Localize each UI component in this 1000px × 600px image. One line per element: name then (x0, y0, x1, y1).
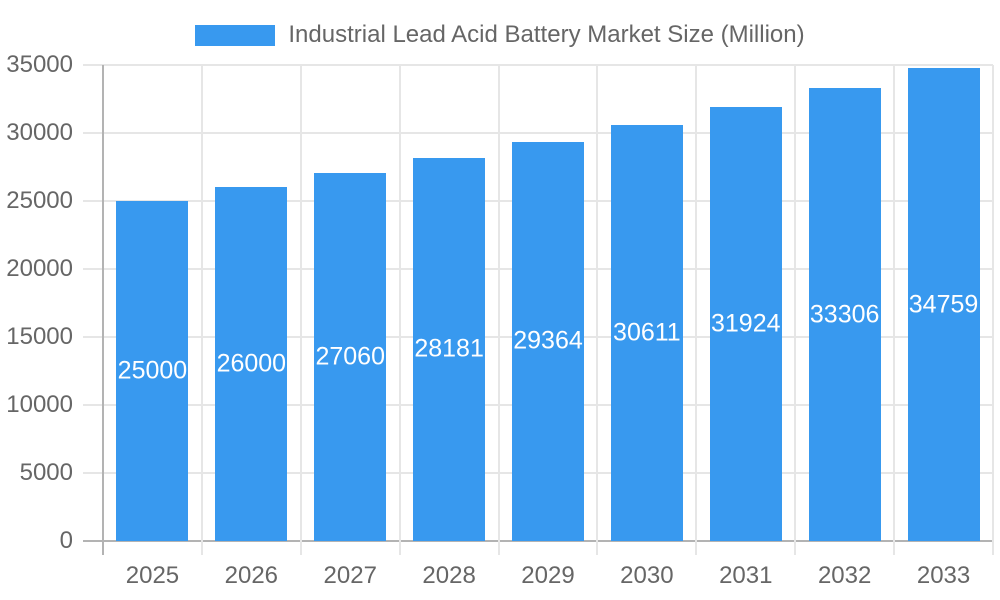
x-tick-label: 2026 (224, 562, 279, 589)
bar (709, 106, 782, 541)
x-tick-label: 2025 (125, 562, 180, 589)
bar (116, 201, 189, 541)
legend-swatch (195, 24, 276, 46)
gridline-vertical (596, 65, 599, 555)
bar-value-label: 29364 (513, 326, 583, 355)
gridline-vertical (695, 65, 698, 555)
bar (512, 141, 584, 541)
x-tick-label: 2027 (323, 562, 377, 589)
bar-value-label: 31924 (711, 309, 781, 338)
gridline-vertical (794, 65, 797, 555)
y-tick-label: 5000 (19, 459, 73, 486)
bar (610, 124, 683, 541)
gridline-horizontal (83, 132, 993, 134)
x-tick-label: 2033 (916, 562, 971, 589)
y-tick-label: 20000 (6, 255, 73, 282)
y-tick-label: 30000 (6, 119, 73, 146)
y-tick-label: 35000 (6, 51, 73, 78)
x-tick-label: 2032 (817, 562, 872, 589)
legend-label: Industrial Lead Acid Battery Market Size… (288, 21, 805, 48)
bar (215, 187, 288, 541)
legend: Industrial Lead Acid Battery Market Size… (0, 21, 1000, 49)
bar-value-label: 30611 (613, 318, 681, 347)
x-tick-label: 2031 (719, 562, 773, 589)
gridline-vertical (893, 65, 896, 555)
gridline-horizontal (83, 64, 993, 66)
bar-value-label: 28181 (414, 334, 484, 363)
y-axis-line (102, 65, 104, 555)
y-tick-label: 10000 (6, 391, 73, 418)
bar-value-label: 27060 (315, 342, 385, 371)
bar (314, 172, 387, 541)
x-tick-label: 2030 (620, 562, 674, 589)
bar-value-label: 25000 (117, 356, 188, 385)
bar (808, 88, 881, 541)
gridline-vertical (398, 65, 401, 555)
y-tick-label: 25000 (6, 187, 73, 214)
x-tick-label: 2029 (521, 562, 575, 589)
gridline-vertical (992, 65, 994, 555)
x-axis-line (83, 540, 993, 542)
bar (413, 157, 486, 541)
gridline-vertical (497, 65, 500, 555)
bar (907, 68, 980, 541)
gridline-vertical (200, 65, 203, 555)
bar-value-label: 26000 (216, 349, 287, 378)
gridline-vertical (299, 65, 302, 555)
bar-value-label: 34759 (908, 290, 979, 319)
y-tick-label: 0 (59, 527, 73, 554)
bar-value-label: 33306 (809, 300, 880, 329)
y-tick-label: 15000 (6, 323, 73, 350)
x-tick-label: 2028 (422, 562, 476, 589)
